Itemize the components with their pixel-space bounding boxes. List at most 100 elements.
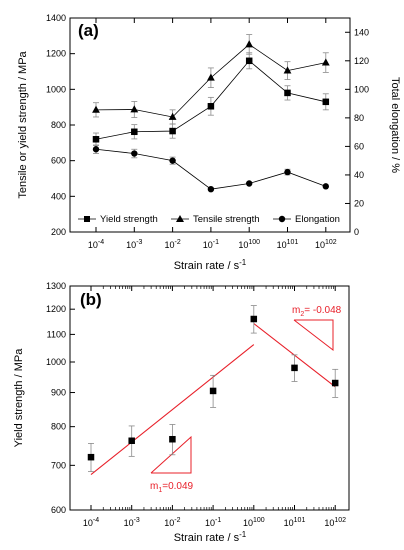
plot-area-a — [69, 17, 351, 233]
point-tensile-strength — [245, 40, 254, 48]
y-tick-label-a: 600 — [51, 156, 66, 166]
y-tick-label-b: 1300 — [46, 281, 66, 291]
point-tensile-strength — [130, 105, 139, 113]
y-tick-label-a: 200 — [51, 227, 66, 237]
legend-a-label-yield: Yield strength — [100, 214, 158, 225]
y-tick-label-a: 1400 — [46, 13, 66, 23]
x-tick-label-a: 10-1 — [203, 239, 219, 250]
y2-tick-label-a: 120 — [354, 56, 369, 66]
y2-tick-label-a: 140 — [354, 27, 369, 37]
x-tick-label-a: 10100 — [238, 239, 260, 250]
point-tensile-strength — [321, 58, 330, 66]
x-tick-label-b: 10100 — [243, 517, 265, 528]
point-yield-strength — [284, 89, 291, 97]
annotation-m2-symbol: m — [292, 305, 300, 316]
panel-b-y-axis-label: Yield strength / MPa — [13, 348, 25, 448]
x-tick-label-a: 10-3 — [126, 239, 142, 250]
y-tick-label-a: 1200 — [46, 49, 66, 59]
point-elongation — [131, 150, 138, 157]
point-elongation — [169, 157, 176, 164]
y-tick-label-b: 900 — [51, 388, 66, 398]
annotation-m1: m1=0.049 — [150, 481, 194, 494]
y2-tick-label-a: 60 — [354, 141, 364, 151]
point-yield-b — [291, 364, 298, 372]
point-yield-b — [87, 453, 95, 461]
chart-panel-b: 10-4 10-3 10-2 10-1 10100 10101 10102 600 700 800… — [13, 281, 350, 544]
plot-area-b — [69, 285, 350, 511]
point-elongation — [284, 168, 291, 176]
point-yield-strength — [169, 127, 176, 135]
point-yield-b — [209, 387, 217, 395]
point-elongation — [207, 186, 215, 193]
panel-a-marks: 10-4 10-3 10-2 10-1 10100 10101 10102200400600… — [46, 13, 369, 250]
legend-a-label-elongation: Elongation — [295, 214, 340, 225]
point-yield-strength — [322, 98, 330, 106]
x-tick-label-b: 10-4 — [83, 517, 99, 528]
x-tick-label-a: 10-4 — [88, 239, 104, 250]
point-elongation — [322, 183, 329, 190]
slope-triangle-m2 — [293, 319, 334, 352]
x-tick-label-b: 10101 — [284, 517, 306, 528]
point-yield-b — [250, 315, 258, 323]
fit-line-1 — [90, 344, 255, 476]
panel-a-x-axis-label: Strain rate / s-1 — [174, 258, 247, 272]
y-tick-label-b: 700 — [51, 460, 66, 470]
point-tensile-strength — [283, 66, 292, 74]
point-elongation — [246, 180, 253, 187]
point-yield-strength — [131, 128, 138, 136]
y-tick-label-b: 1000 — [46, 357, 66, 367]
panel-b-marks: 10-4 10-3 10-2 10-1 10100 10101 10102 600 700 800… — [46, 281, 346, 528]
y-tick-label-a: 400 — [51, 191, 66, 201]
x-tick-label-b: 10-1 — [205, 517, 221, 528]
annotation-m1-symbol: m — [150, 481, 158, 492]
x-tick-label-b: 10-2 — [164, 517, 180, 528]
panel-b-label: (b) — [80, 290, 102, 309]
point-yield-b — [169, 435, 176, 443]
x-tick-label-a: 10-2 — [164, 239, 180, 250]
chart-panel-a: 10-4 10-3 10-2 10-1 10100 10101 10102200400600… — [17, 13, 401, 272]
legend-a: Yield strength Tensile strength Elongati… — [78, 214, 340, 225]
x-tick-label-a: 10101 — [277, 239, 299, 250]
y-tick-label-a: 800 — [51, 120, 66, 130]
x-tick-label-b: 10102 — [324, 517, 346, 528]
x-tick-label-b: 10-3 — [124, 517, 140, 528]
y-tick-label-b: 800 — [51, 422, 66, 432]
panel-a-x-label-exp: -1 — [239, 258, 247, 267]
y-tick-label-a: 1000 — [46, 84, 66, 94]
y-tick-label-b: 1100 — [47, 329, 66, 339]
y-tick-label-b: 600 — [51, 505, 66, 515]
y2-tick-label-a: 20 — [354, 198, 364, 208]
point-yield-b — [331, 379, 339, 387]
point-yield-strength — [245, 57, 253, 65]
legend-a-label-tensile: Tensile strength — [193, 214, 260, 225]
legend-a-marker-yield — [84, 216, 90, 222]
panel-a-x-label-text: Strain rate / s — [174, 260, 240, 272]
panel-a-y-axis-label: Tensile or yield strength / MPa — [17, 50, 29, 198]
y2-tick-label-a: 100 — [354, 84, 369, 94]
y2-tick-label-a: 40 — [354, 170, 364, 180]
panel-b-x-label-text: Strain rate / s — [174, 532, 240, 544]
annotation-m2: m2= -0.048 — [292, 305, 342, 318]
point-tensile-strength — [92, 105, 100, 113]
panel-a-y2-axis-label: Total elongation / % — [389, 77, 401, 173]
point-elongation — [92, 146, 100, 153]
annotation-m1-value: =0.049 — [162, 481, 193, 492]
point-tensile-strength — [168, 112, 177, 120]
point-yield-strength — [92, 136, 100, 143]
x-tick-label-a: 10102 — [315, 239, 337, 250]
y2-tick-label-a: 0 — [354, 227, 359, 237]
panel-b-x-label-exp: -1 — [239, 530, 247, 539]
legend-a-marker-tensile — [176, 215, 184, 222]
panel-b-x-axis-label: Strain rate / s-1 — [174, 530, 247, 544]
y-tick-label-b: 1200 — [46, 304, 66, 314]
y2-tick-label-a: 80 — [354, 113, 364, 123]
annotation-m1-subscript: 1 — [158, 487, 162, 494]
point-yield-b — [128, 437, 135, 445]
point-yield-strength — [207, 103, 215, 110]
annotation-m2-value: = -0.048 — [304, 305, 341, 316]
panel-a-label: (a) — [78, 21, 99, 40]
point-tensile-strength — [207, 73, 215, 81]
legend-a-marker-elongation — [278, 215, 286, 223]
annotation-m2-subscript: 2 — [300, 311, 304, 318]
